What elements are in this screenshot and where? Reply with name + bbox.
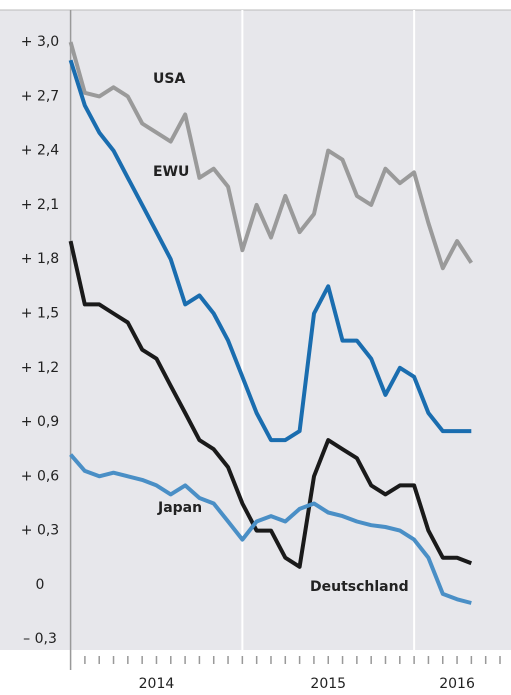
series-label: USA [153,71,185,87]
y-tick-label: + 1,2 [21,360,59,376]
y-tick-label: + 0,3 [21,523,59,539]
x-tick-label: 2015 [310,676,346,692]
series-label: EWU [153,164,189,180]
plot-background [0,10,511,650]
y-tick-label: + 0,9 [21,414,59,430]
x-tick-label: 2014 [139,676,175,692]
y-tick-label: + 1,8 [21,251,59,267]
y-tick-label: – 0,3 [23,631,57,647]
series-label: Deutschland [310,579,409,595]
y-tick-label: + 3,0 [21,34,59,50]
y-tick-label: + 1,5 [21,305,59,321]
y-tick-label: + 2,7 [21,88,59,104]
y-tick-label: 0 [36,577,45,593]
series-line [68,59,472,443]
x-tick-label: 2016 [439,676,475,692]
series-line [69,453,472,605]
series-label: Japan [157,500,202,516]
series-line [68,240,473,569]
y-tick-label: + 2,1 [21,197,59,213]
series-line [68,41,473,271]
y-tick-label: + 0,6 [21,468,60,484]
y-tick-label: + 2,4 [21,143,60,159]
